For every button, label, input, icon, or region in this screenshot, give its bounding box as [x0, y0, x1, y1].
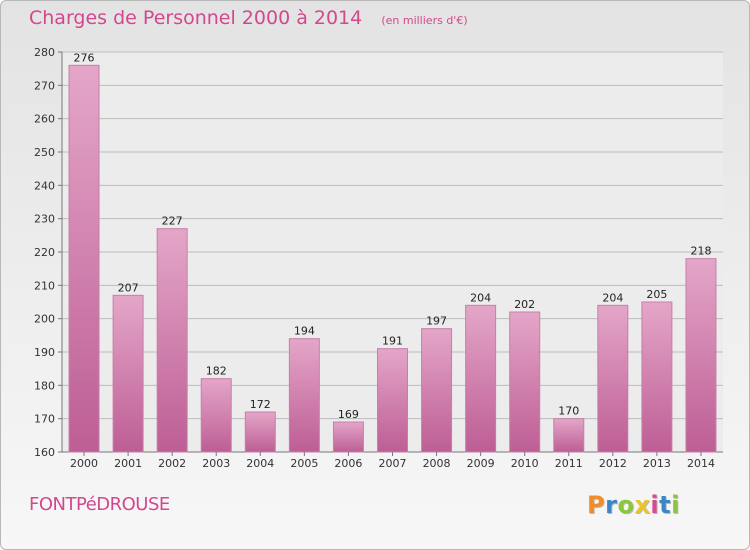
x-tick-label-2010: 2010 [511, 457, 539, 470]
x-tick-label-2007: 2007 [379, 457, 407, 470]
commune-name: FONTPéDROUSE [29, 494, 170, 515]
data-label-2014: 218 [690, 245, 711, 258]
y-tick-label: 250 [34, 146, 55, 159]
x-tick-label-2001: 2001 [114, 457, 142, 470]
data-label-2003: 182 [206, 365, 227, 378]
y-tick-label: 280 [34, 46, 55, 59]
chart-subtitle: (en milliers d'€) [381, 14, 468, 27]
x-tick-label-2009: 2009 [467, 457, 495, 470]
bar-2003 [200, 378, 232, 453]
data-label-2013: 205 [646, 288, 667, 301]
data-label-2000: 276 [74, 51, 95, 64]
data-label-2002: 227 [162, 215, 183, 228]
data-label-2010: 202 [514, 298, 535, 311]
bar-2011 [553, 418, 585, 453]
bar-2007 [377, 348, 408, 453]
data-label-2007: 191 [382, 335, 403, 348]
bar-2000 [68, 64, 100, 453]
bar-2012 [597, 304, 629, 453]
y-tick-label: 270 [34, 79, 55, 92]
y-tick-label: 240 [34, 179, 55, 192]
proxiti-logo: Proxiti [587, 491, 680, 519]
x-tick-label-2005: 2005 [290, 457, 318, 470]
data-label-2008: 197 [426, 315, 447, 328]
bar-2013 [641, 301, 673, 453]
x-tick-label-2006: 2006 [334, 457, 362, 470]
bar-2002 [156, 228, 188, 453]
x-tick-label-2013: 2013 [643, 457, 671, 470]
y-tick-label: 170 [34, 413, 55, 426]
data-label-2004: 172 [250, 398, 271, 411]
x-tick-label-2011: 2011 [555, 457, 583, 470]
y-tick-label: 220 [34, 246, 55, 259]
y-tick-label: 180 [34, 379, 55, 392]
bar-2005 [288, 338, 320, 453]
data-label-2009: 204 [470, 291, 491, 304]
bar-2008 [421, 328, 453, 453]
bar-2004 [244, 411, 276, 453]
y-tick-label: 260 [34, 113, 55, 126]
x-tick-label-2002: 2002 [158, 457, 186, 470]
bar-2006 [332, 421, 364, 453]
x-tick-label-2008: 2008 [423, 457, 451, 470]
chart-header: Charges de Personnel 2000 à 2014 (en mil… [29, 7, 468, 29]
bar-2009 [465, 304, 497, 453]
y-tick-label: 160 [34, 446, 55, 459]
bar-2010 [509, 311, 541, 453]
y-tick-label: 210 [34, 279, 55, 292]
y-tick-label: 190 [34, 346, 55, 359]
data-label-2006: 169 [338, 408, 359, 421]
x-tick-label-2004: 2004 [246, 457, 274, 470]
y-tick-label: 200 [34, 313, 55, 326]
x-tick-label-2003: 2003 [202, 457, 230, 470]
chart-title: Charges de Personnel 2000 à 2014 [29, 7, 363, 29]
data-label-2005: 194 [294, 325, 315, 338]
data-label-2012: 204 [602, 291, 623, 304]
bar-2014 [685, 258, 717, 453]
x-tick-label-2012: 2012 [599, 457, 627, 470]
x-tick-label-2014: 2014 [687, 457, 715, 470]
y-tick-label: 230 [34, 213, 55, 226]
bar-2001 [112, 294, 144, 453]
data-label-2011: 170 [558, 405, 579, 418]
data-label-2001: 207 [118, 281, 139, 294]
x-tick-label-2000: 2000 [70, 457, 98, 470]
